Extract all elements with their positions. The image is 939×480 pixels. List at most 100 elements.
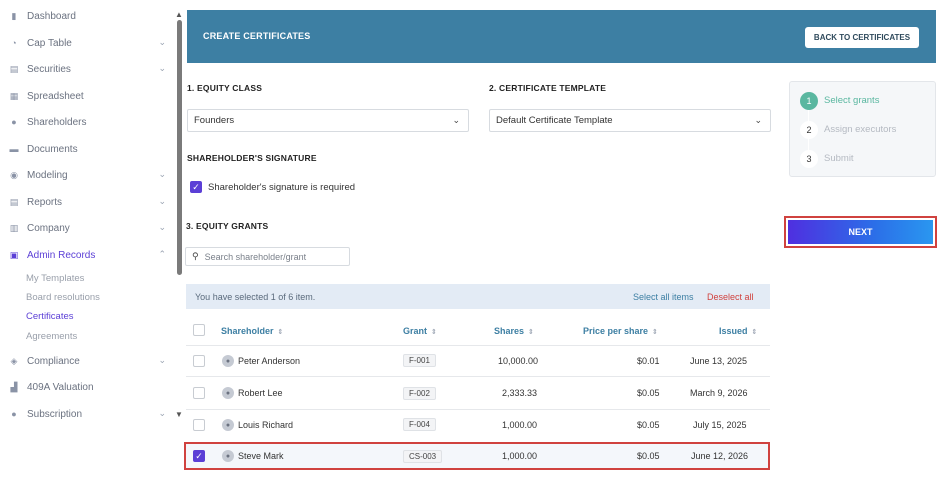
shares-value: 2,333.33 — [502, 388, 538, 398]
sort-icon: ⇕ — [431, 329, 437, 336]
dashboard-icon: ▮ — [11, 10, 17, 21]
grant-tag: F-004 — [403, 418, 436, 431]
sidebar-item-label: Modeling — [27, 169, 68, 181]
chart-icon: ▟ — [10, 381, 18, 392]
sidebar-item-label: 409A Valuation — [27, 381, 94, 393]
page-header-banner: CREATE CERTIFICATES BACK TO CERTIFICATES — [187, 10, 936, 63]
shareholder-name: Robert Lee — [238, 388, 283, 398]
sidebar-subitem-board-resolutions[interactable]: Board resolutions — [26, 292, 100, 303]
certificate-template-select[interactable]: Default Certificate Template ⌄ — [489, 109, 771, 132]
grant-tag: F-002 — [403, 387, 436, 400]
sidebar-item-compliance[interactable]: ◈ Compliance ⌄ — [8, 351, 170, 371]
sidebar-item-dashboard[interactable]: ▮ Dashboard — [8, 6, 170, 26]
price-value: $0.05 — [637, 388, 660, 398]
issued-date: June 13, 2025 — [690, 356, 748, 366]
column-header-label: Price per share — [583, 326, 649, 336]
chevron-down-icon: ⌄ — [158, 196, 166, 206]
sidebar-item-label: Company — [27, 222, 70, 234]
sidebar-item-admin-records[interactable]: ▣ Admin Records ⌃ — [8, 245, 170, 265]
sort-icon: ⇕ — [751, 329, 758, 336]
step-3-label: Submit — [824, 153, 854, 164]
signature-required-label: Shareholder's signature is required — [208, 182, 356, 193]
sidebar-item-cap-table[interactable]: ◔ Cap Table ⌄ — [8, 33, 170, 53]
shares-value: 1,000.00 — [502, 420, 538, 430]
sidebar: ▮ Dashboard ◔ Cap Table ⌄ ▤ Securities ⌄… — [0, 0, 178, 480]
sidebar-item-shareholders[interactable]: ● Shareholders — [8, 112, 170, 132]
table-row-selected[interactable] — [184, 442, 770, 470]
sidebar-subitem-certificates[interactable]: Certificates — [26, 311, 74, 322]
column-header-label: Shares — [494, 326, 525, 336]
sidebar-item-company[interactable]: ▥ Company ⌄ — [8, 218, 170, 238]
sidebar-item-subscription[interactable]: ● Subscription ⌄ — [8, 404, 170, 424]
equity-class-value: Founders — [194, 115, 235, 126]
issued-date: June 12, 2026 — [691, 451, 749, 461]
table-divider — [186, 409, 770, 410]
sort-icon: ⇕ — [528, 329, 534, 336]
sidebar-item-securities[interactable]: ▤ Securities ⌄ — [8, 59, 170, 79]
column-header-label: Issued — [719, 326, 748, 336]
column-header-label: Grant — [403, 326, 428, 336]
page-title: CREATE CERTIFICATES — [203, 31, 311, 41]
row-checkbox[interactable] — [193, 419, 205, 431]
scroll-thumb[interactable] — [177, 20, 182, 275]
row-checkbox[interactable] — [193, 355, 205, 367]
sidebar-item-409a-valuation[interactable]: ▟ 409A Valuation — [8, 377, 170, 397]
shareholder-name: Louis Richard — [238, 420, 294, 430]
select-all-link[interactable]: Select all items — [633, 292, 694, 302]
chevron-down-icon: ⌄ — [158, 37, 166, 47]
row-checkbox[interactable] — [193, 387, 205, 399]
sidebar-item-documents[interactable]: ▬ Documents — [8, 139, 170, 159]
column-header-shareholder[interactable]: Shareholder ⇕ — [221, 326, 283, 336]
column-header-grant[interactable]: Grant ⇕ — [403, 326, 437, 336]
next-button[interactable]: NEXT — [788, 220, 933, 244]
sidebar-subitem-agreements[interactable]: Agreements — [26, 331, 78, 342]
certificate-template-label: 2. CERTIFICATE TEMPLATE — [489, 83, 607, 93]
chevron-down-icon: ⌄ — [452, 115, 460, 125]
search-icon: ⚲ — [192, 251, 199, 261]
price-value: $0.05 — [637, 420, 660, 430]
signature-required-checkbox[interactable]: ✓ — [190, 181, 202, 193]
sidebar-scrollbar[interactable]: ▲ ▼ — [175, 10, 183, 420]
chevron-down-icon: ⌄ — [158, 408, 166, 418]
chevron-down-icon: ⌄ — [158, 169, 166, 179]
certificate-template-value: Default Certificate Template — [496, 115, 613, 126]
avatar-icon: ● — [222, 387, 234, 399]
column-header-shares[interactable]: Shares ⇕ — [494, 326, 534, 336]
sidebar-item-label: Documents — [27, 143, 78, 155]
price-value: $0.05 — [637, 451, 660, 461]
chevron-down-icon: ⌄ — [158, 63, 166, 73]
sidebar-item-label: Securities — [27, 63, 71, 75]
equity-class-label: 1. EQUITY CLASS — [187, 83, 263, 93]
column-header-label: Shareholder — [221, 326, 274, 336]
scroll-down-arrow-icon[interactable]: ▼ — [175, 410, 183, 419]
sidebar-item-label: Admin Records — [27, 249, 96, 261]
sort-icon: ⇕ — [652, 329, 658, 336]
column-header-issued[interactable]: Issued ⇕ — [719, 326, 757, 336]
step-3-circle: 3 — [800, 150, 818, 168]
selection-summary: You have selected 1 of 6 item. — [195, 291, 316, 302]
sidebar-item-spreadsheet[interactable]: ▦ Spreadsheet — [8, 86, 170, 106]
equity-grants-label: 3. EQUITY GRANTS — [186, 221, 269, 231]
equity-class-select[interactable]: Founders ⌄ — [187, 109, 469, 132]
sidebar-item-reports[interactable]: ▤ Reports ⌄ — [8, 192, 170, 212]
search-input[interactable]: ⚲ Search shareholder/grant — [185, 247, 350, 266]
sidebar-subitem-my-templates[interactable]: My Templates — [26, 273, 85, 284]
sidebar-item-label: Cap Table — [27, 37, 72, 49]
grant-tag: CS-003 — [403, 450, 443, 463]
shares-value: 10,000.00 — [498, 356, 539, 366]
report-icon: ▤ — [9, 196, 19, 207]
records-icon: ▣ — [9, 249, 19, 260]
shareholder-name: Peter Anderson — [238, 356, 301, 366]
issued-date: July 15, 2025 — [693, 420, 747, 430]
row-checkbox-checked[interactable]: ✓ — [193, 450, 205, 462]
scroll-up-arrow-icon[interactable]: ▲ — [175, 10, 183, 19]
deselect-all-link[interactable]: Deselect all — [707, 292, 754, 302]
avatar-icon: ● — [222, 355, 234, 367]
shareholder-name: Steve Mark — [238, 451, 284, 461]
sidebar-item-modeling[interactable]: ◉ Modeling ⌄ — [8, 165, 170, 185]
select-all-checkbox[interactable] — [193, 324, 205, 336]
sort-icon: ⇕ — [277, 329, 284, 336]
back-to-certificates-button[interactable]: BACK TO CERTIFICATES — [805, 27, 919, 48]
column-header-price-per-share[interactable]: Price per share ⇕ — [583, 326, 658, 336]
avatar-icon: ● — [222, 419, 234, 431]
